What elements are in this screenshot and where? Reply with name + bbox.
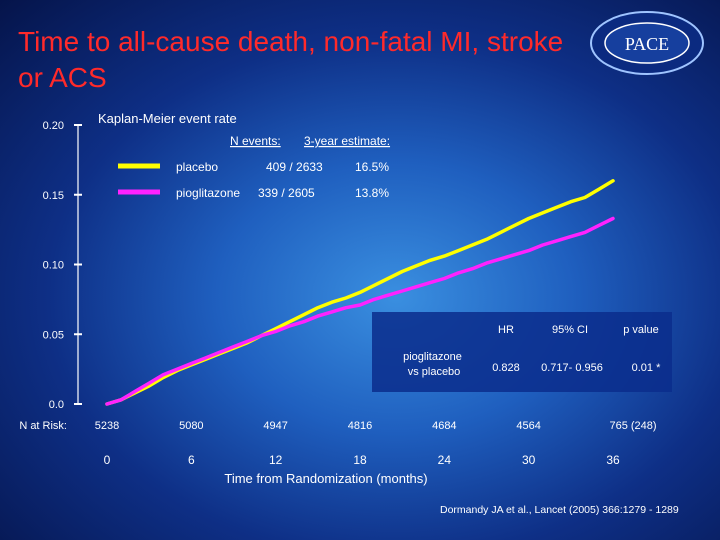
hr-header-hr: HR [498, 324, 514, 336]
citation: Dormandy JA et al., Lancet (2005) 366:12… [440, 504, 679, 516]
hr-row-label: pioglitazone vs placebo [403, 351, 465, 378]
legend-events-pioglitazone: 339 / 2605 [258, 186, 315, 200]
km-title: Kaplan-Meier event rate [98, 111, 237, 126]
x-tick-label: 12 [269, 453, 283, 467]
series-line-placebo [105, 179, 615, 406]
x-tick-label: 30 [522, 453, 536, 467]
x-tick-label: 18 [353, 453, 367, 467]
legend-events-placebo: 409 / 2633 [266, 160, 323, 174]
n-at-risk-value: 5080 [179, 420, 203, 432]
n-at-risk-value: 4684 [432, 420, 456, 432]
legend-estimate-pioglitazone: 13.8% [355, 186, 389, 200]
hr-p-value: 0.01 * [632, 362, 661, 374]
estimate-header: 3-year estimate: [304, 134, 390, 148]
n-at-risk-value: 4816 [348, 420, 372, 432]
hr-row-label-line2: vs placebo [408, 366, 461, 378]
x-tick-label: 36 [606, 453, 620, 467]
y-tick-label: 0.0 [49, 399, 64, 411]
legend-label-placebo: placebo [176, 160, 218, 174]
hr-value: 0.828 [492, 362, 520, 374]
x-tick-label: 24 [438, 453, 452, 467]
y-tick-label: 0.10 [43, 260, 64, 272]
legend-label-pioglitazone: pioglitazone [176, 186, 240, 200]
n-at-risk-label: N at Risk: [19, 420, 67, 432]
legend-estimate-placebo: 16.5% [355, 160, 389, 174]
y-tick-label: 0.20 [43, 120, 64, 132]
n-at-risk-value: 4947 [263, 420, 287, 432]
logo-text: PACE [625, 34, 669, 54]
hr-row-label-line1: pioglitazone [403, 351, 462, 363]
hazard-ratio-table [372, 312, 672, 392]
hr-header-ci: 95% CI [552, 324, 588, 336]
x-tick-label: 0 [104, 453, 111, 467]
series-line-pioglitazone [105, 216, 615, 406]
y-tick-label: 0.05 [43, 329, 64, 341]
hr-header-p: p value [623, 324, 658, 336]
x-axis-title: Time from Randomization (months) [224, 471, 427, 486]
pace-logo: PACE [590, 11, 704, 75]
n-at-risk-value: 4564 [516, 420, 540, 432]
n-at-risk-value: 5238 [95, 420, 119, 432]
n-events-header: N events: [230, 134, 281, 148]
logo-inner-ring [604, 22, 690, 64]
y-tick-label: 0.15 [43, 190, 64, 202]
x-tick-label: 6 [188, 453, 195, 467]
n-at-risk-value: 765 (248) [609, 420, 656, 432]
slide-title: Time to all-cause death, non-fatal MI, s… [18, 26, 564, 93]
hr-ci-value: 0.717- 0.956 [541, 362, 603, 374]
